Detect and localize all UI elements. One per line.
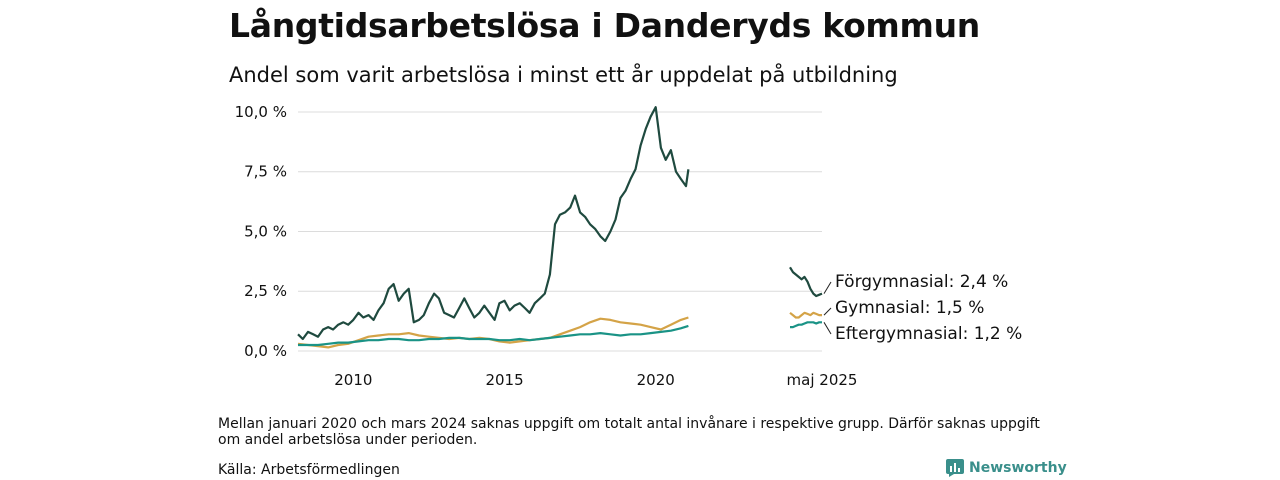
recent-line-förgymnasial	[789, 266, 823, 298]
x-tick-label: 2015	[485, 371, 523, 389]
x-tick-label: 2020	[637, 371, 675, 389]
recent-segment	[789, 266, 823, 329]
series-end-label: Förgymnasial: 2,4 %	[835, 272, 1008, 292]
line-chart: 0,0 % 2,5 % 5,0 % 7,5 % 10,0 % 2010 2015 2020 m…	[235, 103, 1023, 389]
chart-subtitle: Andel som varit arbetslösa i minst ett å…	[229, 63, 898, 87]
series-line-gymnasial	[297, 316, 689, 349]
y-tick-label: 2,5 %	[244, 282, 287, 300]
series-end-label: Eftergymnasial: 1,2 %	[835, 324, 1022, 344]
brand-name: Newsworthy	[969, 460, 1067, 476]
recent-line-gymnasial	[789, 311, 822, 319]
brand-logo[interactable]: Newsworthy	[946, 459, 1067, 477]
x-tick-label-latest: maj 2025	[787, 371, 858, 389]
y-axis: 0,0 % 2,5 % 5,0 % 7,5 % 10,0 %	[235, 103, 287, 360]
x-axis: 2010 2015 2020 maj 2025	[334, 371, 857, 389]
series-line-förgymnasial	[297, 106, 690, 341]
y-tick-label: 7,5 %	[244, 163, 287, 181]
label-leader	[823, 307, 832, 316]
series-lines	[297, 106, 690, 349]
x-tick-label: 2010	[334, 371, 372, 389]
footnote: Mellan januari 2020 och mars 2024 saknas…	[218, 416, 1040, 448]
series-end-label: Gymnasial: 1,5 %	[835, 298, 984, 318]
recent-line-eftergymnasial	[790, 321, 822, 329]
chart-title: Långtidsarbetslösa i Danderyds kommun	[229, 6, 980, 45]
label-leader	[823, 322, 832, 335]
y-tick-label: 5,0 %	[244, 222, 287, 240]
y-tick-label: 0,0 %	[244, 342, 287, 360]
series-line-eftergymnasial	[298, 324, 689, 347]
source-note: Källa: Arbetsförmedlingen	[218, 462, 400, 478]
grid-lines	[298, 111, 822, 352]
label-leader	[823, 281, 832, 294]
newsworthy-icon	[946, 459, 964, 477]
y-tick-label: 10,0 %	[235, 103, 287, 121]
end-labels: Förgymnasial: 2,4 % Gymnasial: 1,5 % Efter…	[823, 272, 1022, 344]
